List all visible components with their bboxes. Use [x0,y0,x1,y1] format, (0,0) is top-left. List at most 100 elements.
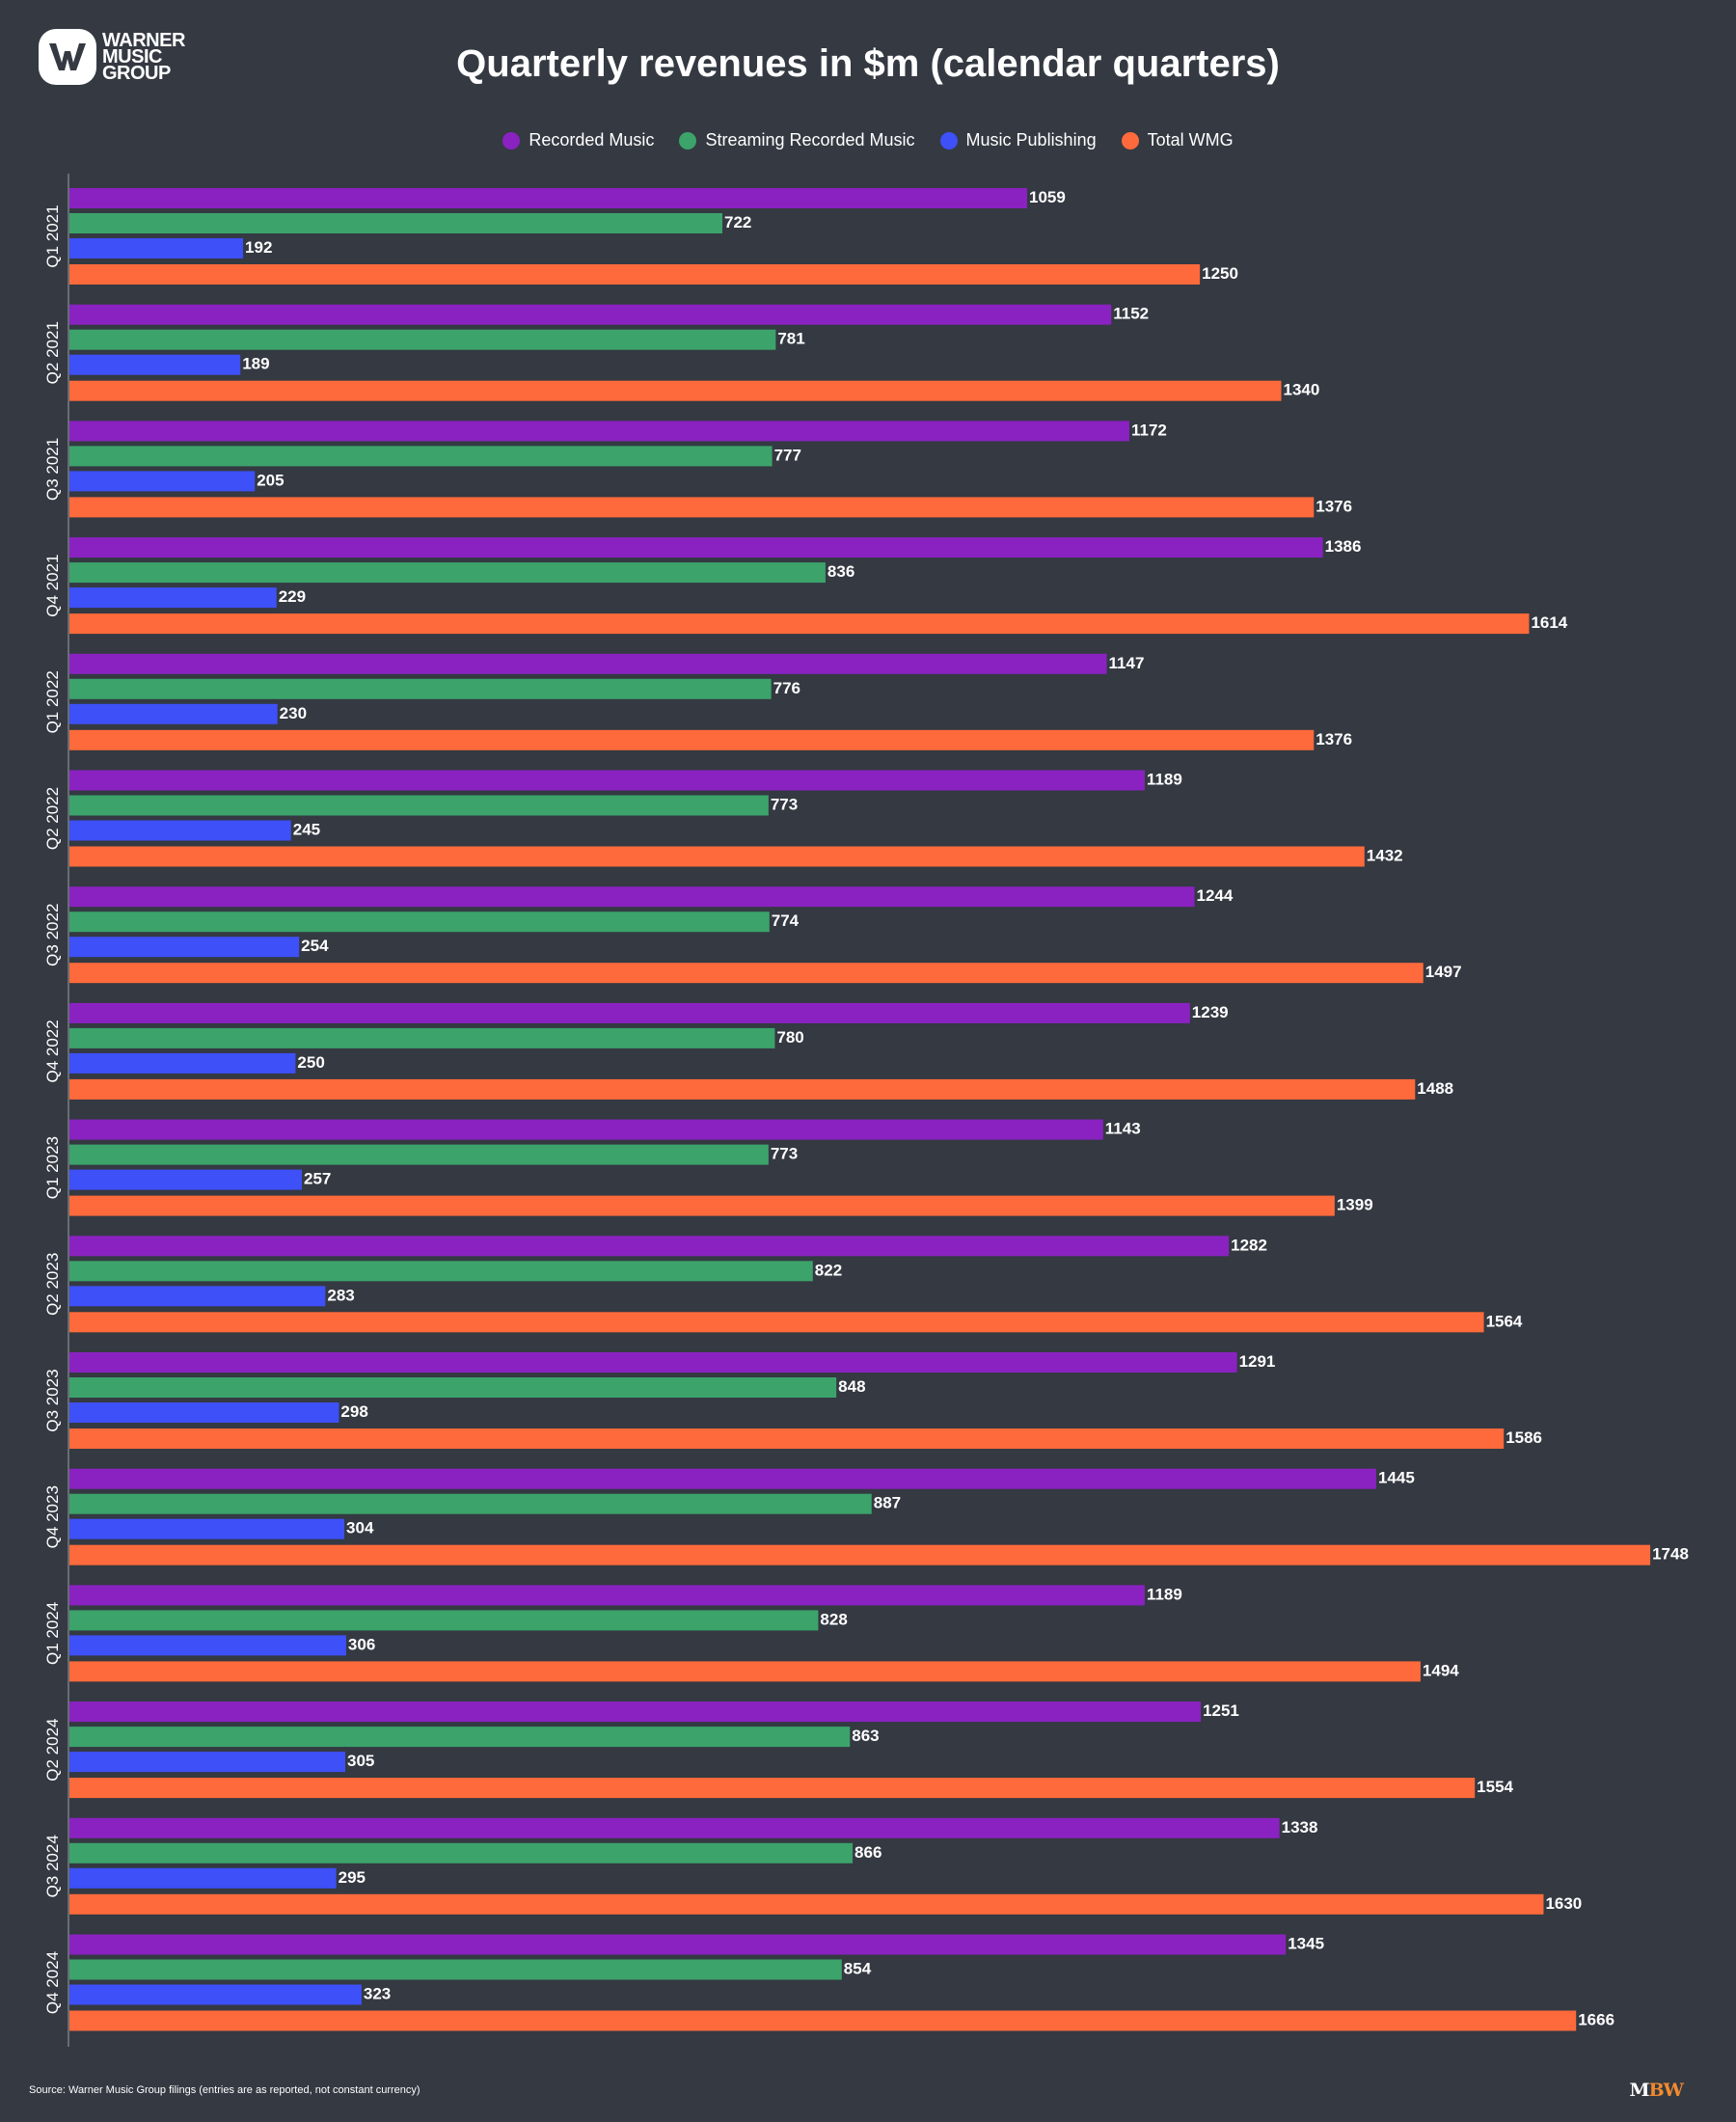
data-label: 305 [347,1752,374,1770]
data-label: 1748 [1652,1545,1689,1564]
bar-total-wmg[interactable] [69,1544,1651,1565]
bar-total-wmg[interactable] [69,2010,1577,2031]
bar-streaming-recorded-music[interactable] [69,1959,842,1980]
bar-recorded-music[interactable] [69,1817,1280,1838]
data-label: 1143 [1105,1120,1141,1138]
bar-total-wmg[interactable] [69,963,1424,984]
bar-streaming-recorded-music[interactable] [69,1727,851,1748]
y-tick-label: Q3 2021 [43,438,62,501]
bar-total-wmg[interactable] [69,1428,1505,1449]
bar-recorded-music[interactable] [69,653,1107,674]
bar-music-publishing[interactable] [69,1169,302,1190]
bar-recorded-music[interactable] [69,188,1028,208]
legend-item-recorded-music[interactable]: Recorded Music [502,130,654,150]
bar-music-publishing[interactable] [69,471,256,492]
bar-total-wmg[interactable] [69,613,1530,635]
data-label: 1554 [1477,1778,1513,1796]
bar-music-publishing[interactable] [69,1052,296,1074]
bar-music-publishing[interactable] [69,1635,346,1656]
data-label: 1239 [1192,1003,1229,1021]
bar-total-wmg[interactable] [69,1312,1484,1333]
bar-recorded-music[interactable] [69,1934,1287,1955]
bar-streaming-recorded-music[interactable] [69,678,772,699]
bar-recorded-music[interactable] [69,1468,1376,1489]
bar-music-publishing[interactable] [69,937,300,958]
bar-recorded-music[interactable] [69,1236,1230,1257]
bar-total-wmg[interactable] [69,1778,1476,1799]
data-label: 854 [844,1960,872,1978]
bar-music-publishing[interactable] [69,1984,362,2005]
data-label: 1494 [1423,1661,1459,1679]
bar-total-wmg[interactable] [69,846,1365,867]
bar-streaming-recorded-music[interactable] [69,329,776,350]
y-tick-label: Q2 2022 [43,787,62,850]
data-label: 1666 [1578,2011,1614,2029]
bar-music-publishing[interactable] [69,587,277,609]
y-tick-label: Q3 2024 [43,1835,62,1897]
data-label: 1445 [1378,1469,1415,1487]
chart-title: Quarterly revenues in $m (calendar quart… [456,42,1280,85]
bar-total-wmg[interactable] [69,729,1315,750]
bar-music-publishing[interactable] [69,1518,345,1539]
bar-streaming-recorded-music[interactable] [69,1842,854,1864]
bar-music-publishing[interactable] [69,238,244,258]
source-note: Source: Warner Music Group filings (entr… [29,2084,420,2096]
bar-streaming-recorded-music[interactable] [69,911,770,933]
bar-streaming-recorded-music[interactable] [69,1144,769,1165]
bar-total-wmg[interactable] [69,1195,1335,1216]
legend-swatch [1121,131,1139,150]
bar-music-publishing[interactable] [69,1402,339,1423]
bar-recorded-music[interactable] [69,1002,1190,1023]
bar-music-publishing[interactable] [69,1867,337,1889]
bar-streaming-recorded-music[interactable] [69,795,769,816]
bar-recorded-music[interactable] [69,1701,1202,1723]
legend-item-music-publishing[interactable]: Music Publishing [939,130,1097,150]
bar-recorded-music[interactable] [69,886,1195,908]
bar-music-publishing[interactable] [69,1286,326,1307]
legend-item-streaming-recorded-music[interactable]: Streaming Recorded Music [679,130,915,150]
mbw-brand: MBW [1629,2080,1684,2101]
bar-streaming-recorded-music[interactable] [69,1027,775,1048]
bar-recorded-music[interactable] [69,1585,1145,1606]
data-label: 1291 [1239,1352,1276,1371]
bar-recorded-music[interactable] [69,537,1323,558]
bar-streaming-recorded-music[interactable] [69,1261,813,1282]
bar-music-publishing[interactable] [69,354,241,375]
bar-total-wmg[interactable] [69,264,1201,285]
legend-label: Total WMG [1147,130,1234,150]
bar-recorded-music[interactable] [69,1119,1103,1140]
data-label: 230 [280,704,307,722]
bar-recorded-music[interactable] [69,770,1145,791]
bar-recorded-music[interactable] [69,1352,1237,1373]
bar-streaming-recorded-music[interactable] [69,1610,819,1631]
chart-legend: Recorded Music Streaming Recorded Music Mu… [0,130,1736,150]
legend-label: Streaming Recorded Music [705,130,915,150]
bar-streaming-recorded-music[interactable] [69,446,773,467]
data-label: 1340 [1284,381,1320,399]
bar-total-wmg[interactable] [69,380,1282,401]
bar-total-wmg[interactable] [69,1078,1416,1100]
bar-streaming-recorded-music[interactable] [69,1493,872,1514]
bar-recorded-music[interactable] [69,304,1112,325]
bar-music-publishing[interactable] [69,703,278,724]
bar-streaming-recorded-music[interactable] [69,1377,837,1398]
data-label: 1614 [1531,613,1567,632]
data-label: 1251 [1203,1701,1239,1720]
data-label: 1282 [1231,1236,1267,1254]
bar-total-wmg[interactable] [69,1661,1421,1682]
y-tick-label: Q2 2021 [43,321,62,384]
bar-total-wmg[interactable] [69,497,1315,518]
bar-music-publishing[interactable] [69,1752,345,1773]
data-label: 298 [340,1402,367,1421]
legend-swatch [679,131,697,150]
bar-streaming-recorded-music[interactable] [69,213,723,233]
bar-streaming-recorded-music[interactable] [69,562,826,584]
data-label: 780 [776,1028,803,1047]
bar-total-wmg[interactable] [69,1893,1544,1915]
legend-item-total-wmg[interactable]: Total WMG [1121,130,1234,150]
mbw-brand-m: M [1629,2080,1650,2101]
data-label: 773 [771,796,798,814]
logo-text: WARNER MUSIC GROUP [102,29,185,84]
bar-music-publishing[interactable] [69,820,291,841]
bar-recorded-music[interactable] [69,421,1129,442]
